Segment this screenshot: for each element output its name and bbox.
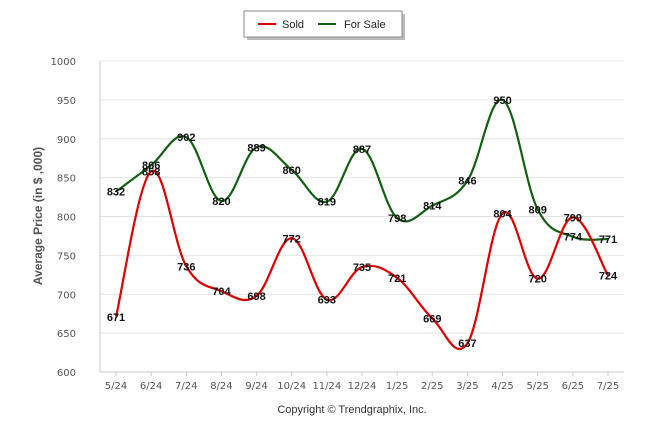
for-sale-data-label: 866	[142, 160, 160, 172]
sold-data-label: 704	[212, 286, 231, 298]
sold-data-label: 804	[493, 208, 512, 220]
x-tick-label: 9/24	[245, 381, 267, 392]
series-lines	[114, 98, 609, 351]
y-tick-label: 850	[57, 174, 76, 185]
sold-data-label: 724	[599, 271, 618, 283]
sold-data-label: 799	[564, 212, 582, 224]
y-axis-label: Average Price (in $ ,000)	[31, 147, 45, 285]
for-sale-data-label: 889	[247, 142, 265, 154]
sold-data-label: 736	[177, 261, 195, 273]
sold-data-label: 671	[107, 312, 125, 324]
for-sale-data-label: 798	[388, 213, 406, 225]
y-tick-label: 1000	[51, 57, 76, 68]
legend-for-sale-label[interactable]: For Sale	[344, 19, 386, 31]
for-sale-data-label: 950	[493, 95, 511, 107]
x-tick-label: 4/25	[491, 381, 513, 392]
y-tick-label: 750	[57, 251, 76, 262]
for-sale-data-label: 820	[212, 196, 230, 208]
sold-data-label: 669	[423, 313, 441, 325]
y-tick-label: 700	[57, 290, 76, 301]
sold-data-label: 772	[283, 233, 301, 245]
x-tick-label: 6/25	[562, 381, 584, 392]
x-tick-label: 7/25	[597, 381, 619, 392]
data-labels: 671 858 736 704 698 772 693 735 721 669 637 804 720 7…	[107, 95, 618, 350]
for-sale-data-label: 774	[564, 232, 583, 244]
x-tick-label: 10/24	[277, 381, 306, 392]
x-tick-label: 8/24	[210, 381, 232, 392]
x-tick-label: 12/24	[348, 381, 377, 392]
x-tick-label: 2/25	[421, 381, 443, 392]
y-tick-label: 900	[57, 135, 76, 146]
x-tick-label: 5/24	[105, 381, 127, 392]
sold-data-label: 721	[388, 273, 406, 285]
sold-data-label: 698	[247, 291, 265, 303]
y-tick-label: 800	[57, 213, 76, 224]
y-tick-label: 600	[57, 368, 76, 379]
sold-data-label: 735	[353, 262, 371, 274]
legend-sold-label[interactable]: Sold	[282, 19, 304, 31]
x-tick-label: 6/24	[140, 381, 162, 392]
x-tick-label: 1/25	[386, 381, 408, 392]
y-tick-label: 650	[57, 329, 76, 340]
sold-data-label: 693	[318, 295, 336, 307]
for-sale-data-label: 771	[599, 234, 617, 246]
for-sale-data-label: 846	[458, 176, 476, 188]
sold-data-label: 858	[142, 166, 160, 178]
for-sale-data-label: 832	[107, 187, 125, 199]
for-sale-data-label: 809	[529, 205, 547, 217]
sold-data-label: 720	[529, 274, 547, 286]
sold-series-line	[114, 169, 609, 351]
x-tick-label: 5/25	[526, 381, 548, 392]
for-sale-data-label: 860	[283, 165, 301, 177]
for-sale-series-line	[115, 98, 609, 241]
copyright-text: Copyright © Trendgraphix, Inc.	[277, 404, 426, 416]
for-sale-data-label: 902	[177, 132, 195, 144]
for-sale-data-label: 887	[353, 144, 371, 156]
for-sale-data-label: 819	[318, 197, 336, 209]
for-sale-data-label: 814	[423, 201, 442, 213]
axes: 600 650 700 750 800 850 900 950 1000 5/24 6/24 7/24…	[51, 57, 624, 392]
sold-data-label: 637	[458, 338, 476, 350]
x-tick-label: 11/24	[312, 381, 341, 392]
y-tick-label: 950	[57, 96, 76, 107]
legend[interactable]: Sold For Sale	[243, 10, 405, 40]
x-tick-label: 7/24	[175, 381, 197, 392]
x-tick-label: 3/25	[456, 381, 478, 392]
